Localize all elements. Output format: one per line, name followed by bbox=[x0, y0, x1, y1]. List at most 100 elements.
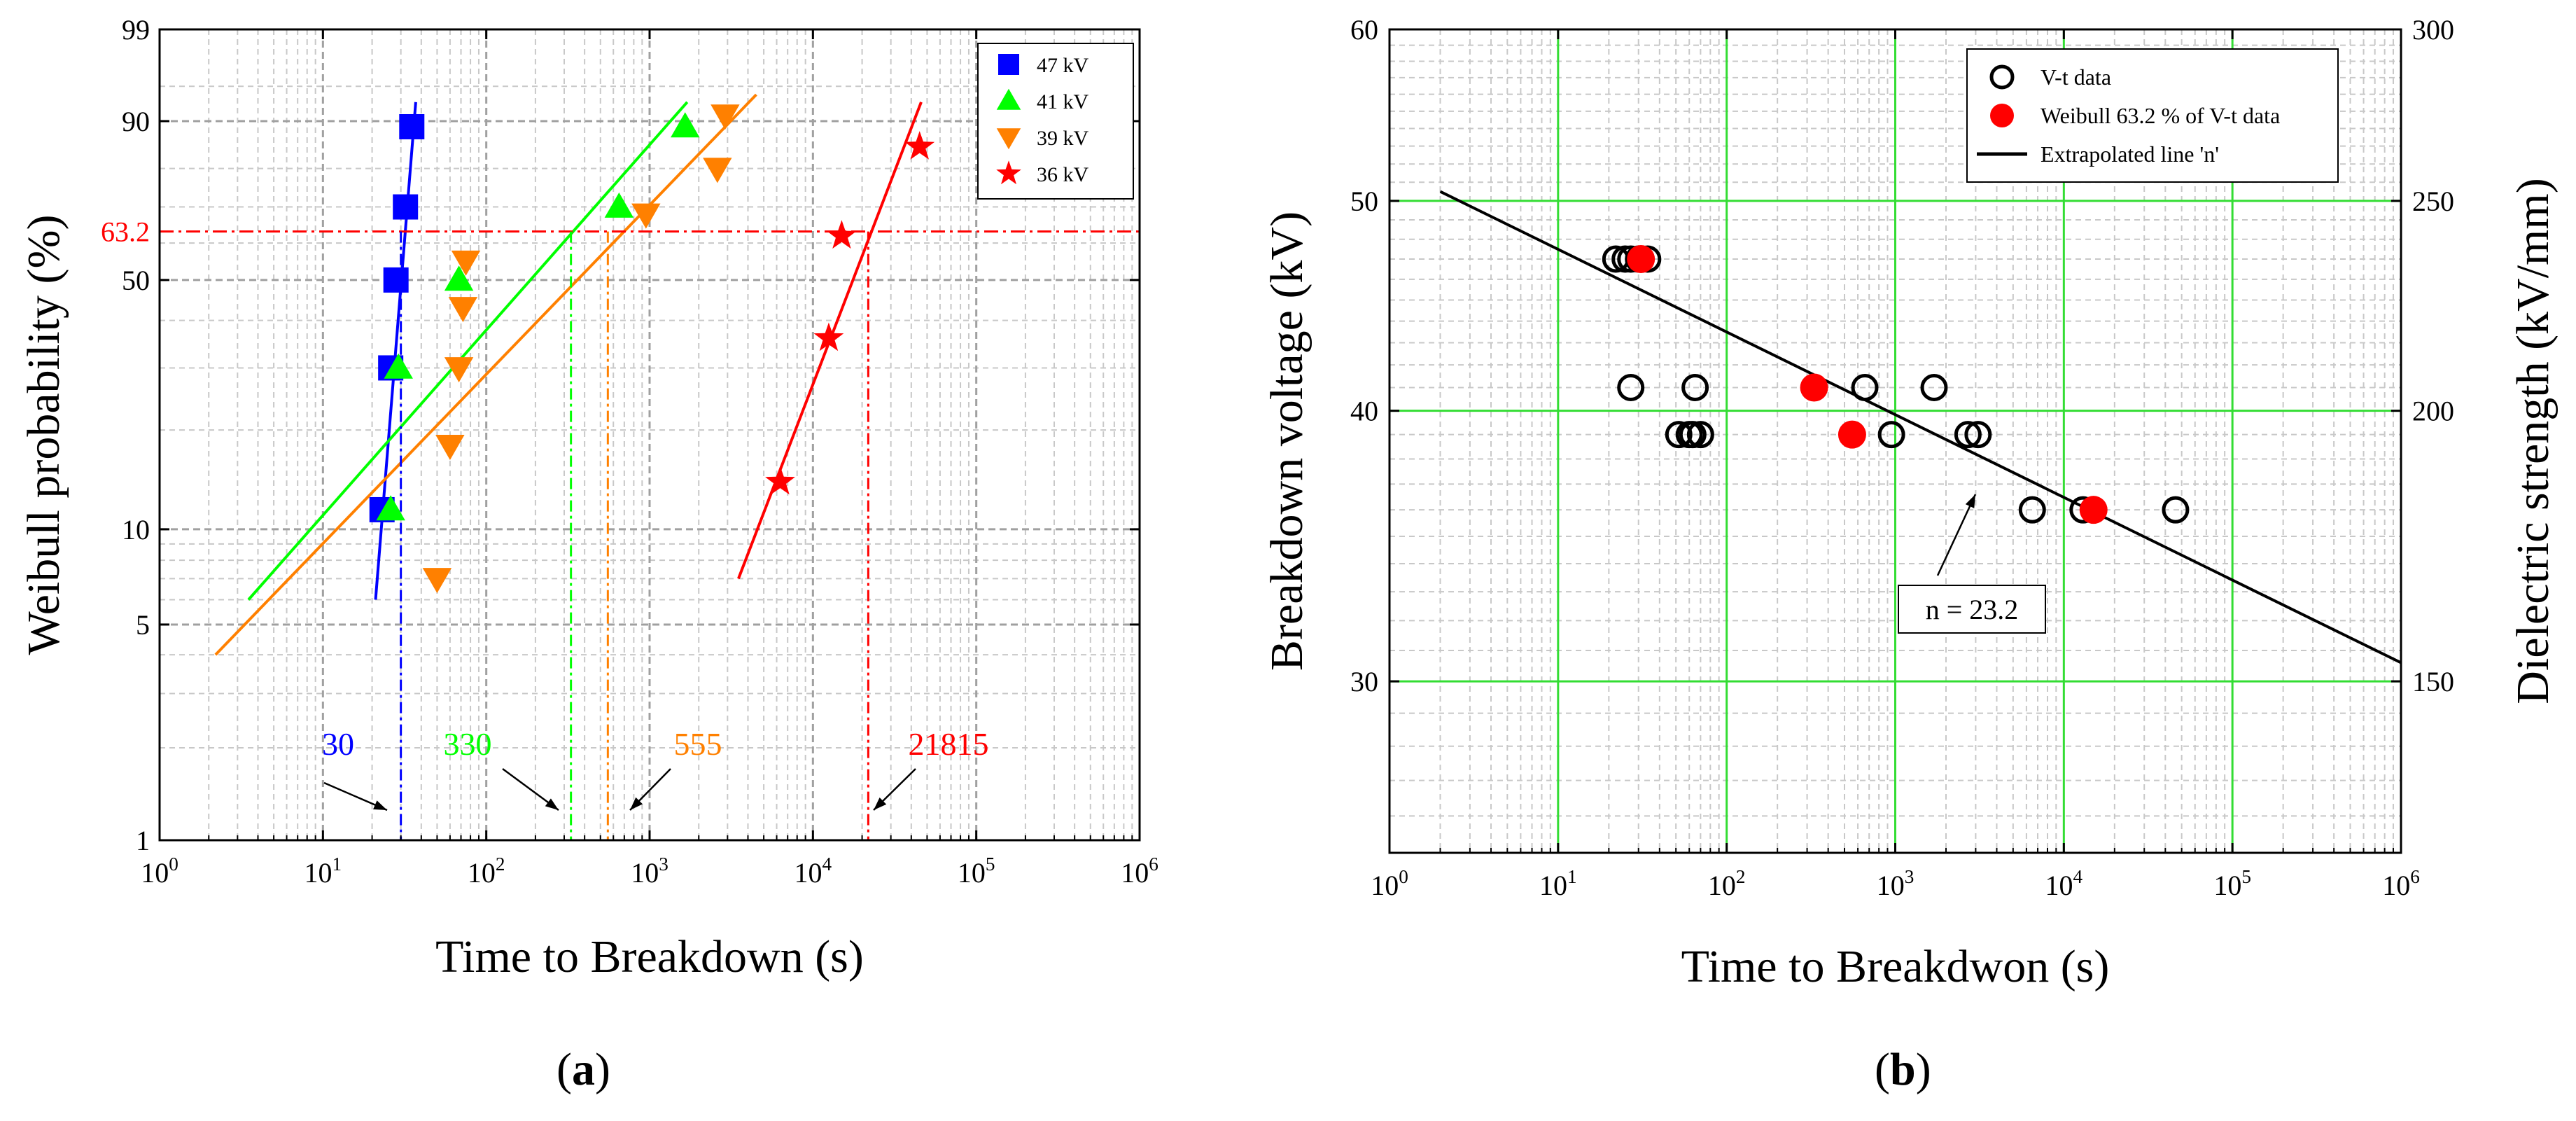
y-tick-label: 10 bbox=[122, 514, 150, 545]
data-point bbox=[631, 203, 661, 229]
y-tick-label: 99 bbox=[122, 14, 150, 46]
legend-label: V-t data bbox=[2040, 64, 2111, 90]
annotation-box bbox=[1898, 585, 2046, 634]
data-point bbox=[448, 297, 478, 323]
y-tick-label: 60 bbox=[1350, 14, 1378, 46]
x-tick-label: 103 bbox=[1877, 866, 1914, 901]
data-point bbox=[2018, 496, 2046, 524]
y-tick-label-right: 250 bbox=[2412, 186, 2454, 217]
legend-marker bbox=[996, 88, 1021, 110]
legend-marker bbox=[996, 128, 1021, 150]
y-tick-label: 90 bbox=[122, 106, 150, 137]
x-tick-label: 103 bbox=[631, 854, 668, 889]
data-point bbox=[710, 104, 740, 130]
y-tick-label: 40 bbox=[1350, 396, 1378, 427]
legend-a: 47 kV 41 kV 39 kV 36 kV bbox=[977, 43, 1134, 200]
fit-line bbox=[214, 93, 757, 656]
extrapolated-line bbox=[1439, 190, 2402, 664]
data-point bbox=[1877, 421, 1905, 449]
data-point bbox=[1681, 373, 1709, 401]
panel-a: 63.2 100 101 102 103 104 105 106 1 5 10 50 90 99 Time … bbox=[18, 14, 1158, 982]
legend-label: 47 kV bbox=[1037, 54, 1089, 77]
data-point bbox=[765, 466, 795, 495]
caption-a: (a) bbox=[556, 1044, 610, 1095]
y-tick-label: 30 bbox=[1350, 666, 1378, 697]
caption-b: (b) bbox=[1875, 1044, 1931, 1095]
x-axis-title: Time to Breakdwon (s) bbox=[1681, 941, 2110, 992]
data-point bbox=[1679, 421, 1707, 449]
x-tick-label: 104 bbox=[794, 854, 832, 889]
data-point bbox=[1920, 373, 1948, 401]
x-tick-label: 101 bbox=[304, 854, 342, 889]
x-tick-label: 102 bbox=[468, 854, 505, 889]
caption-a-letter: a bbox=[571, 1044, 595, 1095]
legend-label: 39 kV bbox=[1037, 127, 1089, 150]
y-axis-title-right: Dielectric strength (kV/mm) bbox=[2507, 178, 2558, 704]
x-tick-label: 100 bbox=[141, 854, 178, 889]
data-point bbox=[451, 250, 481, 276]
data-point bbox=[1964, 421, 1992, 449]
x-tick-label: 106 bbox=[2382, 866, 2420, 901]
x-tick-label: 102 bbox=[1708, 866, 1746, 901]
caption-b-letter: b bbox=[1889, 1044, 1916, 1095]
y-tick-label-right: 300 bbox=[2412, 14, 2454, 46]
data-point bbox=[399, 113, 425, 139]
arrow-head bbox=[630, 797, 643, 810]
legend-marker bbox=[996, 160, 1021, 185]
arrow-head bbox=[545, 798, 559, 810]
y-tick-label: 5 bbox=[136, 609, 150, 641]
data-point bbox=[1954, 421, 1982, 449]
data-point bbox=[393, 194, 419, 220]
y-tick-label: 50 bbox=[122, 265, 150, 296]
data-point bbox=[604, 192, 634, 218]
data-point bbox=[1627, 245, 1656, 274]
t632-label: 555 bbox=[674, 726, 722, 762]
x-tick-label: 100 bbox=[1371, 866, 1408, 901]
t632-label: 21815 bbox=[909, 726, 989, 762]
annotation-arrow-line bbox=[1936, 494, 1977, 576]
x-tick-label: 104 bbox=[2045, 866, 2083, 901]
x-tick-label: 106 bbox=[1121, 854, 1158, 889]
arrow-head bbox=[874, 797, 887, 810]
data-point bbox=[383, 267, 409, 293]
data-point bbox=[435, 434, 465, 460]
legend-marker bbox=[998, 54, 1019, 75]
t632-label: 330 bbox=[444, 726, 492, 762]
annotation-arrow-head bbox=[1965, 494, 1975, 508]
x-tick-label: 105 bbox=[2213, 866, 2251, 901]
data-point bbox=[904, 131, 935, 160]
y-tick-label: 50 bbox=[1350, 186, 1378, 217]
data-point bbox=[671, 112, 700, 138]
reference-label: 63.2 bbox=[101, 216, 150, 248]
y-axis-title: Breakdown voltage (kV) bbox=[1261, 211, 1312, 671]
t632-label: 30 bbox=[322, 726, 354, 762]
legend-label: 36 kV bbox=[1037, 163, 1089, 186]
data-point bbox=[444, 357, 474, 383]
arrow-head bbox=[373, 800, 387, 810]
legend-label: Weibull 63.2 % of V-t data bbox=[2040, 103, 2280, 128]
data-point bbox=[703, 158, 732, 183]
panel-b: 100 101 102 103 104 105 106 30 40 50 60 150 200 250 30… bbox=[1261, 14, 2558, 992]
x-axis-title: Time to Breakdown (s) bbox=[435, 931, 864, 982]
data-point bbox=[2162, 496, 2190, 524]
data-point bbox=[376, 495, 405, 521]
data-point bbox=[444, 265, 474, 291]
y-tick-label: 1 bbox=[136, 825, 150, 856]
y-axis-title: Weibull probability (%) bbox=[18, 215, 69, 655]
y-tick-label-right: 150 bbox=[2412, 666, 2454, 697]
data-point bbox=[384, 353, 413, 379]
data-point bbox=[1800, 373, 1828, 402]
fit-line bbox=[247, 101, 689, 601]
data-point bbox=[827, 220, 857, 249]
y-tick-label-right: 200 bbox=[2412, 396, 2454, 427]
x-tick-label: 101 bbox=[1539, 866, 1577, 901]
data-point bbox=[1851, 373, 1879, 401]
data-point bbox=[813, 322, 844, 351]
data-point bbox=[2079, 496, 2108, 524]
legend-marker bbox=[1989, 64, 2015, 90]
data-point bbox=[1665, 421, 1693, 449]
data-point bbox=[1686, 421, 1714, 449]
legend-marker bbox=[1990, 104, 2014, 127]
data-point bbox=[422, 568, 452, 594]
